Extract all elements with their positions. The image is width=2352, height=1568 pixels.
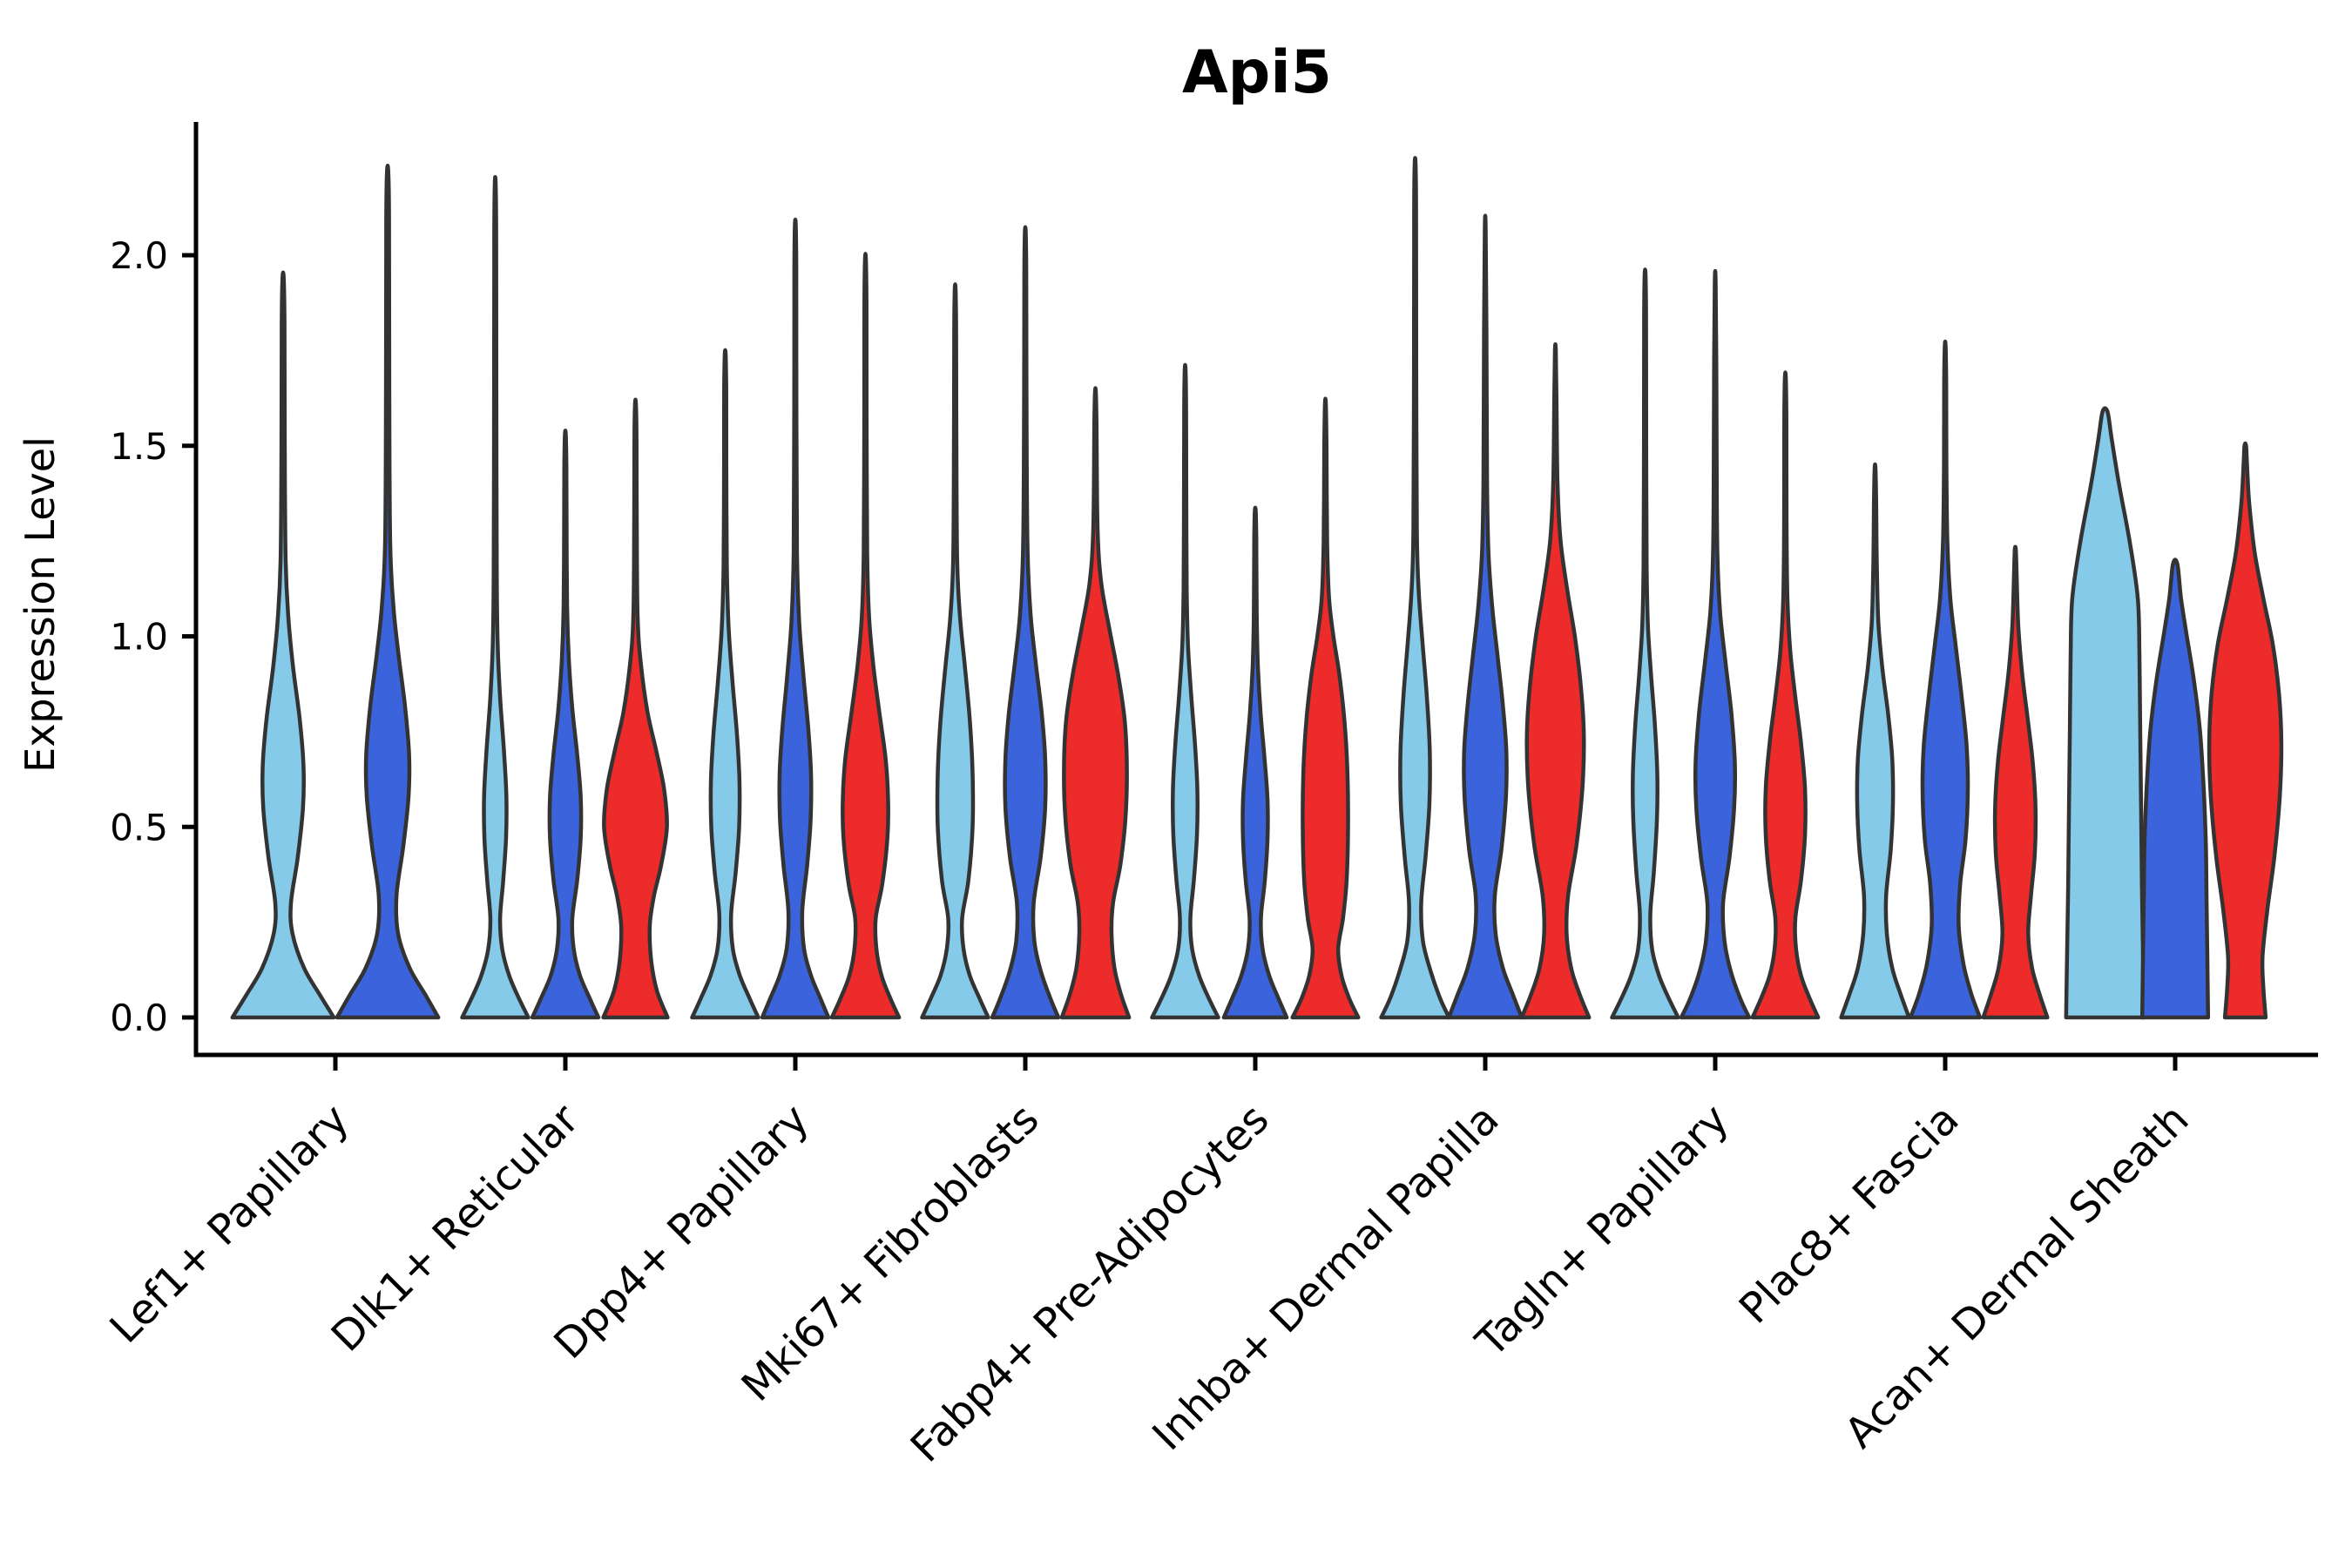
- x-tick-label: Lef1+ Papillary: [101, 1095, 359, 1353]
- violin-group1-series1: [230, 270, 336, 1020]
- y-tick-label: 0.5: [110, 806, 168, 848]
- x-tick-label: Tagln+ Papillary: [1466, 1095, 1738, 1367]
- violin-group3-series2: [760, 217, 831, 1020]
- y-tick-label: 1.0: [110, 616, 168, 659]
- violin-group4-series1: [920, 282, 990, 1020]
- chart-title: Api5: [1182, 38, 1332, 107]
- violin-group5-series2: [1221, 505, 1289, 1020]
- violin-group8-series1: [1839, 462, 1911, 1020]
- violin-group2-series3: [601, 397, 670, 1020]
- violin-group8-series2: [1908, 339, 1983, 1020]
- y-tick-label: 1.5: [110, 425, 168, 468]
- violin-group4-series3: [1059, 386, 1132, 1020]
- violin-group7-series3: [1750, 370, 1821, 1020]
- violin-group8-series3: [1981, 544, 2050, 1020]
- violin-group6-series2: [1446, 213, 1524, 1020]
- violin-group9-series2: [2139, 558, 2211, 1020]
- violin-group6-series3: [1519, 342, 1592, 1020]
- y-axis-label: Expression Level: [17, 436, 64, 773]
- y-tick-label: 2.0: [110, 234, 168, 277]
- violin-group3-series1: [690, 348, 760, 1020]
- violin-group9-series3: [2207, 441, 2284, 1020]
- x-tick-label: Dpp4+ Papillary: [544, 1095, 818, 1369]
- violin-group2-series2: [530, 429, 601, 1020]
- violin-group9-series1: [2064, 406, 2146, 1020]
- violin-group4-series2: [990, 225, 1061, 1020]
- violin-group3-series3: [829, 252, 902, 1020]
- axes: [182, 122, 2318, 1071]
- violin-group5-series1: [1150, 362, 1220, 1020]
- violin-group7-series1: [1610, 267, 1680, 1020]
- x-tick-label: Plac8+ Fascia: [1730, 1095, 1969, 1334]
- violins: [230, 156, 2284, 1020]
- violin-group5-series3: [1290, 396, 1361, 1020]
- y-tick-label: 0.0: [110, 997, 168, 1039]
- violin-group1-series2: [335, 163, 441, 1020]
- x-tick-label: Dlk1+ Reticular: [322, 1095, 589, 1362]
- violin-group7-series2: [1679, 268, 1752, 1020]
- violin-group6-series1: [1379, 156, 1451, 1020]
- violin-group2-series1: [460, 175, 531, 1020]
